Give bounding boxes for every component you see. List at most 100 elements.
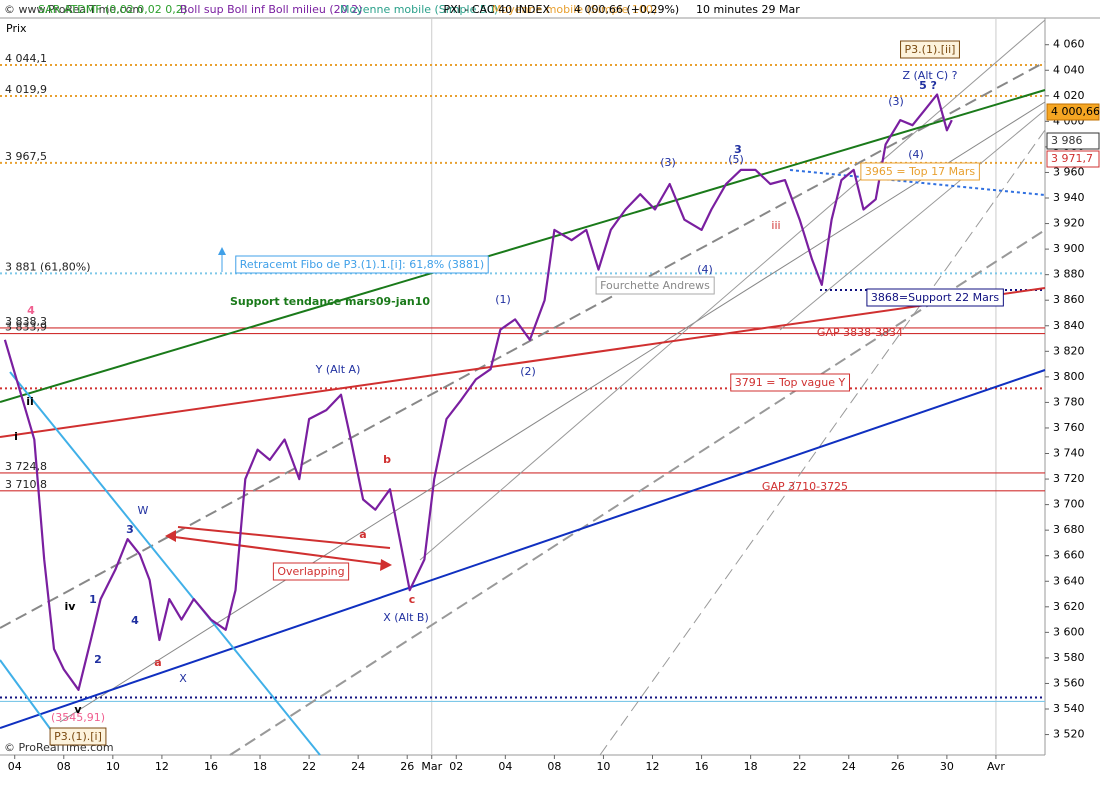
y-tick-label: 3 660	[1053, 549, 1085, 562]
y-tick-label: 3 920	[1053, 217, 1085, 230]
arrow	[177, 526, 391, 549]
y-tick-label: 3 640	[1053, 574, 1085, 587]
x-tick-label: 30	[940, 760, 954, 773]
x-tick-label: 24	[842, 760, 856, 773]
annotation-box	[900, 40, 960, 59]
trend-line	[0, 287, 1046, 438]
annotation: iii	[771, 219, 780, 232]
plot	[3, 93, 953, 691]
annotation: 3	[734, 143, 742, 156]
price-box	[1046, 150, 1100, 168]
y-tick-label: 3 800	[1053, 370, 1085, 383]
y-tick-label: 3 600	[1053, 625, 1085, 638]
x-tick-label: 10	[106, 760, 120, 773]
x-tick-label: 26	[400, 760, 414, 773]
level-label: 4 019,9	[5, 83, 47, 96]
period: 10 minutes 29 Mar	[696, 3, 800, 16]
x-tick-label: 16	[204, 760, 218, 773]
annotation: (2)	[520, 365, 536, 378]
quote: 4 000,66 (+0,29%)	[574, 3, 679, 16]
annotation: Support tendance mars09-jan10	[230, 295, 430, 308]
x-tick-label: Mar	[421, 760, 442, 773]
x-tick-label: 12	[646, 760, 660, 773]
trend-line	[789, 169, 1046, 196]
annotation-box	[866, 288, 1004, 307]
annotation-box	[49, 727, 107, 746]
price-box-label: 4 000,66	[1051, 105, 1100, 118]
annotation-box	[272, 562, 350, 581]
channel-line	[599, 129, 1046, 756]
y-tick-label: 3 540	[1053, 702, 1085, 715]
level-label: 3 710,8	[5, 478, 47, 491]
y-tick-label: 4 040	[1053, 63, 1085, 76]
annotation-box	[860, 162, 980, 181]
annotation: X (Alt B)	[383, 611, 429, 624]
annotation: (5)	[728, 153, 744, 166]
trend-line	[9, 371, 321, 756]
x-tick-label: 02	[449, 760, 463, 773]
price-box	[1046, 103, 1100, 121]
annotation: P3.(1).[ii]	[905, 43, 956, 56]
level-label: 3 881 (61,80%)	[5, 260, 91, 273]
annotation: 3868=Support 22 Mars	[871, 291, 999, 304]
channel-line	[59, 101, 1046, 723]
arrow-head	[165, 530, 176, 542]
arrow-head	[380, 559, 392, 571]
annotation: (3545,91)	[51, 711, 105, 724]
annotation: Fourchette Andrews	[600, 279, 710, 292]
channel-line	[779, 109, 1046, 331]
indicator: Boll sup Boll inf Boll milieu (20 2)	[180, 3, 362, 16]
y-tick-label: 3 680	[1053, 523, 1085, 536]
y-label: Prix	[6, 22, 27, 35]
x-tick-label: 16	[695, 760, 709, 773]
annotation: X	[179, 672, 187, 685]
support-line	[0, 89, 1046, 403]
annotation: (1)	[495, 293, 511, 306]
annotation: (4)	[697, 263, 713, 276]
annotation: v	[74, 703, 82, 716]
indicator: SAR ATDMF (0,02 0,02 0,2)	[38, 3, 187, 16]
level-label: 3 833,9	[5, 321, 47, 334]
x-tick-label: 22	[793, 760, 807, 773]
y-tick-label: 3 720	[1053, 472, 1085, 485]
y-tick-label: 4 060	[1053, 38, 1085, 51]
price-box	[1046, 132, 1100, 150]
x-tick-label: 18	[253, 760, 267, 773]
arrow-head	[218, 247, 226, 255]
x-tick-label: 08	[57, 760, 71, 773]
price-box-label: 3 971,7	[1051, 152, 1093, 165]
y-tick-label: 3 780	[1053, 395, 1085, 408]
annotation: GAP 3710-3725	[762, 480, 848, 493]
x-tick-label: 04	[498, 760, 512, 773]
annotation: 3791 = Top vague Y	[735, 376, 846, 389]
y-tick-label: 3 900	[1053, 242, 1085, 255]
site: © www.ProRealTime.com	[4, 3, 143, 16]
y-tick-label: 3 740	[1053, 447, 1085, 460]
annotation: 3965 = Top 17 Mars	[865, 165, 976, 178]
annotation: (3)	[888, 95, 904, 108]
price-box-label: 3 986	[1051, 134, 1083, 147]
x-tick-label: Avr	[987, 760, 1005, 773]
y-tick-label: 3 560	[1053, 676, 1085, 689]
annotation-box	[595, 276, 715, 295]
instrument: PXI - CAC 40 INDEX	[444, 3, 551, 16]
y-tick-label: 3 520	[1053, 728, 1085, 741]
annotation: i	[14, 430, 18, 443]
annotation: (3)	[660, 156, 676, 169]
x-tick-label: 18	[744, 760, 758, 773]
y-tick-label: 3 760	[1053, 421, 1085, 434]
y-tick-label: 3 960	[1053, 165, 1085, 178]
x-tick-label: 04	[8, 760, 22, 773]
trend-line	[0, 369, 1046, 729]
annotation: Overlapping	[277, 565, 344, 578]
annotation: Z (Alt C) ?	[902, 69, 957, 82]
annotation: GAP 3838-3834	[817, 326, 903, 339]
price-line	[3, 93, 953, 691]
annotation: W	[138, 504, 149, 517]
annotation: Retracemt Fibo de P3.(1).1.[i]: 61,8% (3…	[240, 258, 484, 271]
header: © www.ProRealTime.com SAR ATDMF (0,02 0,…	[4, 3, 800, 35]
level-label: 4 044,1	[5, 52, 47, 65]
arrow	[166, 535, 391, 566]
